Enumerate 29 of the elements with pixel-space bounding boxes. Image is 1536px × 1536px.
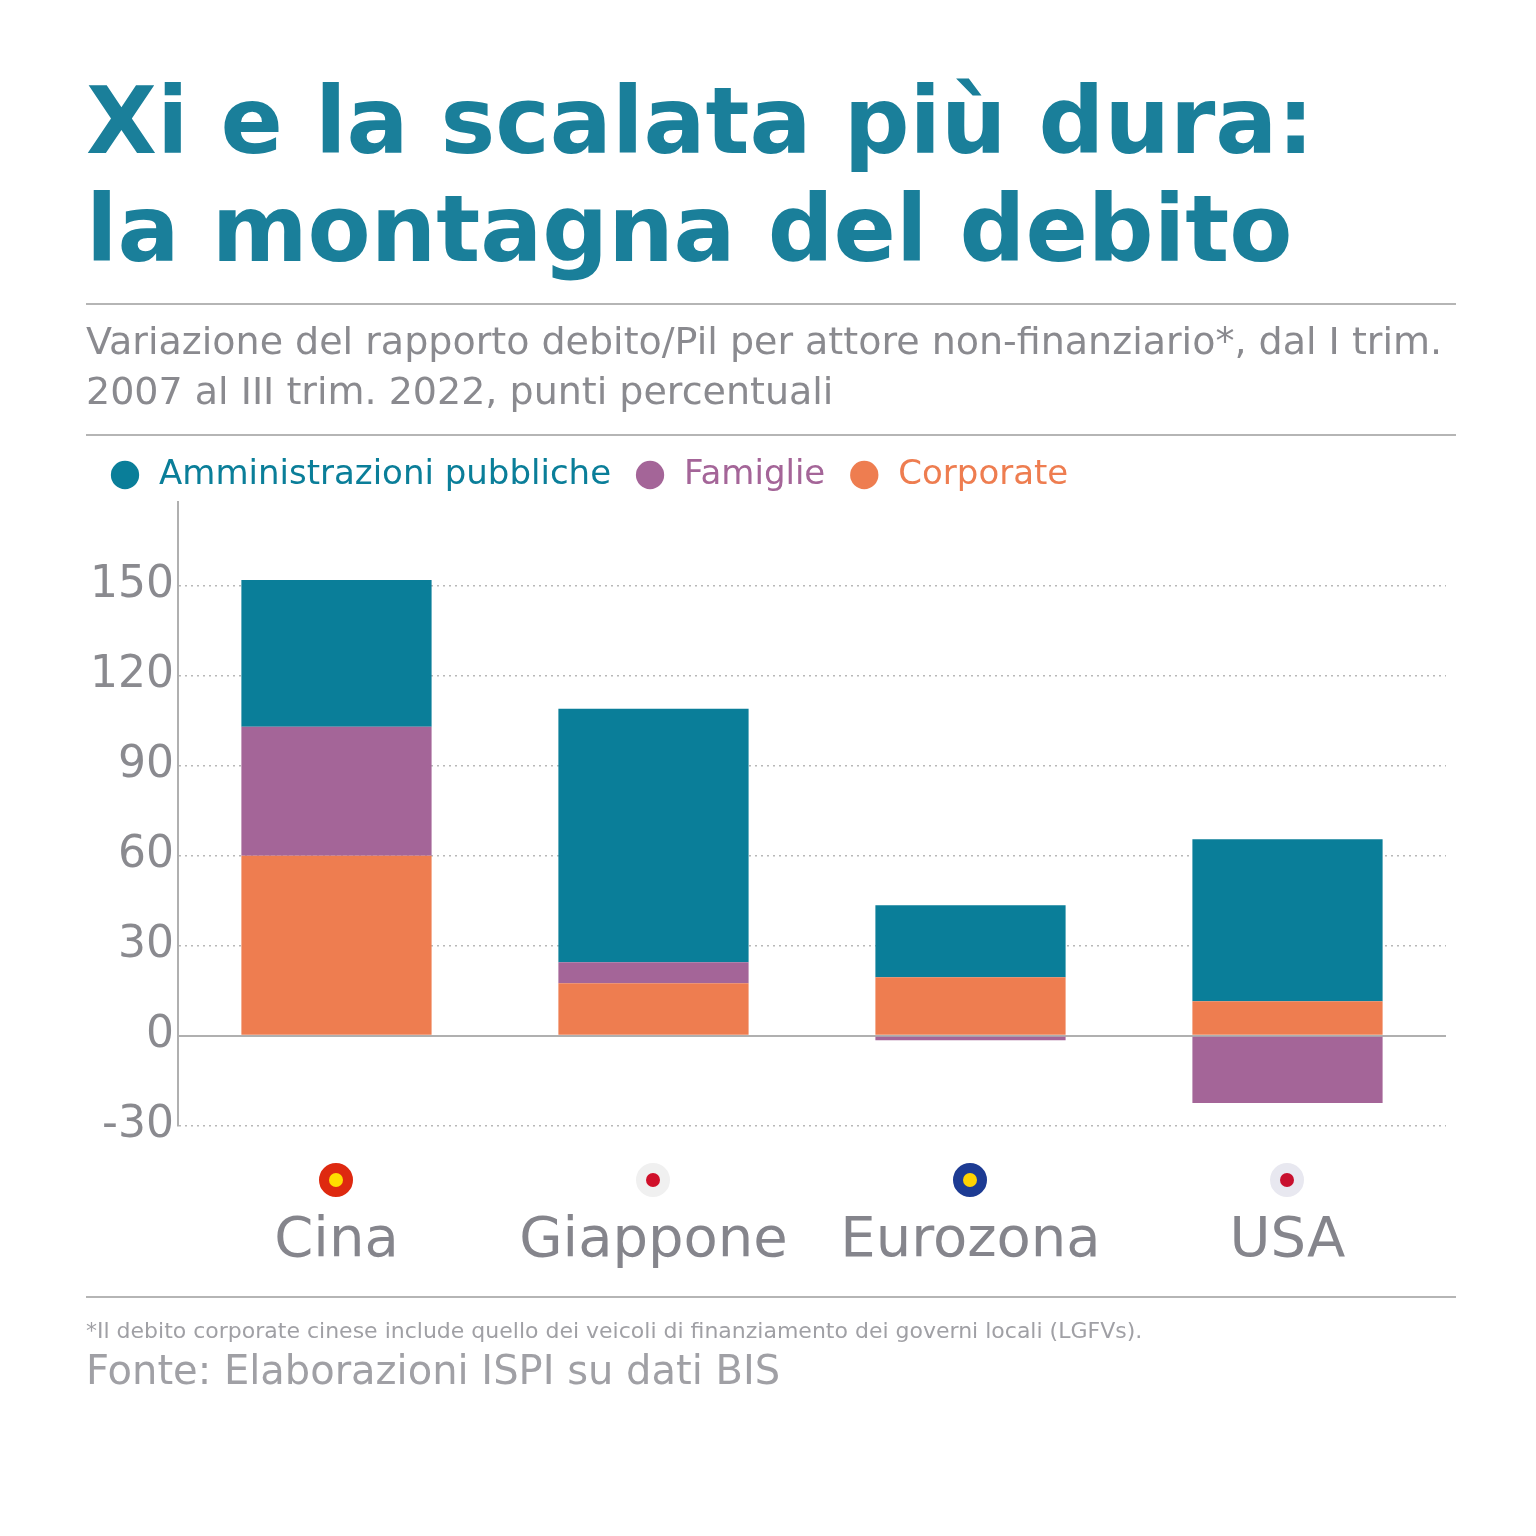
bar [558,962,749,984]
y-tick-label: 120 [90,646,174,698]
chart-title: Xi e la scalata più dura: la montagna del debito [86,68,1316,284]
bar [558,983,749,1035]
y-tick-label: 0 [145,1006,174,1058]
bar [241,855,432,1035]
y-tick-label: 90 [117,736,174,788]
y-tick-label: 60 [117,826,174,878]
legend-label: Famiglie [684,451,826,492]
x-tick-label: USA [1229,1204,1346,1270]
bar [875,977,1066,1035]
legend-label: Amministrazioni pubbliche [159,451,612,492]
bar [1192,1001,1383,1035]
bar [241,726,432,856]
legend-label: Corporate [898,451,1069,492]
bar [558,708,749,963]
bar [1192,839,1383,1002]
y-tick-label: 30 [117,916,174,968]
x-tick-label: Cina [274,1204,399,1270]
text: *Il debito corporate cinese include quello dei veicoli di finanziamento dei governi locali (LGFVs). [86,1318,1144,1344]
y-tick-label: 150 [90,556,174,608]
bar [875,905,1066,978]
bar [241,579,432,727]
chart-subtitle: Variazione del rapporto debito/Pil per attore non-finanziario*, dal I trim. 2007 al III trim. 2022, punti percentuali [86,318,1444,415]
bar [1192,1036,1383,1104]
x-tick-label: Eurozona [840,1204,1101,1270]
source-note: Fonte: Elaborazioni ISPI su dati BIS [86,1347,782,1394]
x-tick-label: Giappone [519,1204,788,1270]
y-tick-label: -30 [102,1096,174,1148]
